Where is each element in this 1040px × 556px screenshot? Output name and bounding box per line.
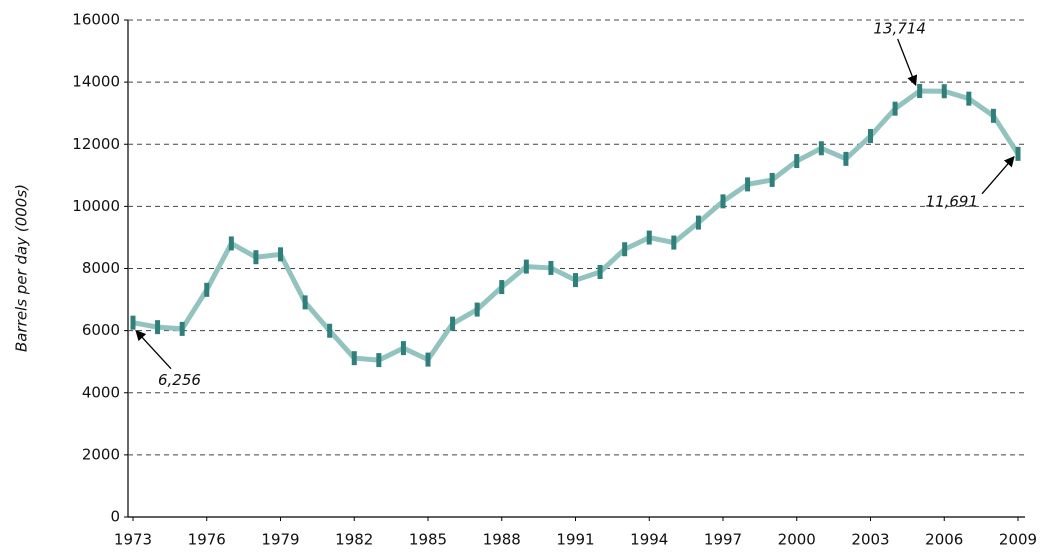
point-marker <box>425 352 431 367</box>
y-tick-label: 6000 <box>82 321 120 339</box>
point-marker <box>278 247 283 262</box>
x-tick-label: 1991 <box>556 531 594 549</box>
y-tick-label: 12000 <box>72 135 120 153</box>
y-tick-label: 2000 <box>82 445 120 463</box>
x-tick-label: 1982 <box>335 531 373 549</box>
annotation-arrow <box>981 156 1015 195</box>
point-marker <box>179 321 185 336</box>
point-marker <box>720 194 726 209</box>
x-tick-label: 2000 <box>778 531 816 549</box>
point-marker <box>622 242 628 257</box>
point-marker <box>941 84 947 99</box>
x-tick-label: 1976 <box>188 531 226 549</box>
annotation-label: 13,714 <box>873 20 926 38</box>
y-axis-label: Barrels per day (000s) <box>13 184 31 352</box>
point-marker <box>548 260 554 275</box>
x-tick-label: 2009 <box>999 531 1037 549</box>
x-tick-label: 1979 <box>261 531 299 549</box>
point-marker <box>892 101 898 116</box>
point-marker <box>376 353 382 368</box>
point-marker <box>1015 146 1021 161</box>
y-tick-label: 10000 <box>72 197 120 215</box>
y-tick-label: 14000 <box>72 73 120 91</box>
point-marker <box>204 282 210 297</box>
annotation-label: 11,691 <box>926 192 979 210</box>
x-tick-label: 1997 <box>704 531 742 549</box>
annotation-arrow <box>897 38 918 86</box>
annotation-label: 6,256 <box>158 371 201 389</box>
x-tick-label: 2006 <box>925 531 963 549</box>
y-tick-label: 8000 <box>82 259 120 277</box>
point-marker <box>351 351 357 366</box>
point-marker <box>966 91 972 106</box>
x-tick-label: 2003 <box>851 531 889 549</box>
point-marker <box>990 108 996 123</box>
point-marker <box>228 236 234 251</box>
point-marker <box>769 172 775 187</box>
point-marker <box>327 323 333 338</box>
series-line <box>132 88 1021 363</box>
point-marker <box>794 154 800 169</box>
x-tick-label: 1994 <box>630 531 668 549</box>
point-marker <box>917 84 923 99</box>
point-marker <box>671 235 677 250</box>
y-tick-label: 0 <box>110 508 120 526</box>
point-marker <box>474 302 480 317</box>
point-marker <box>745 177 751 192</box>
point-marker <box>818 141 824 156</box>
x-tick-label: 1985 <box>409 531 447 549</box>
point-marker <box>450 316 456 331</box>
point-marker <box>597 264 603 279</box>
x-tick-label: 1973 <box>114 531 152 549</box>
y-tick-label: 4000 <box>82 383 120 401</box>
point-marker <box>400 341 406 356</box>
point-marker <box>155 320 161 335</box>
point-marker <box>499 280 505 295</box>
point-marker <box>302 295 308 310</box>
point-marker <box>646 230 652 245</box>
point-marker <box>130 315 136 330</box>
point-marker <box>253 250 259 265</box>
point-marker <box>868 129 873 144</box>
point-marker <box>695 215 701 230</box>
point-marker <box>573 273 578 288</box>
point-marker <box>523 259 529 274</box>
y-tick-label: 16000 <box>72 11 120 29</box>
x-tick-label: 1988 <box>483 531 521 549</box>
point-marker <box>843 151 849 166</box>
annotation-arrow <box>135 329 172 370</box>
